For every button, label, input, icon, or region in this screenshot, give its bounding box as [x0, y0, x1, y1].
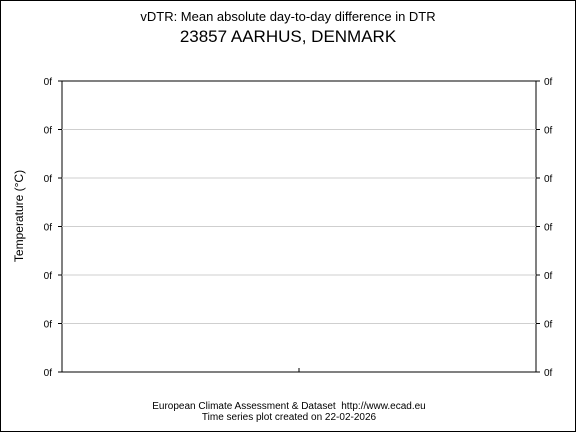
y-tick-label-right: 0f: [544, 174, 553, 185]
y-tick-label-left: 0f: [44, 223, 53, 234]
y-tick-label-left: 0f: [44, 126, 53, 137]
y-axis-left-tick-labels: 0f 0f 0f 0f 0f 0f 0f: [44, 77, 53, 379]
y-tick-label-right: 0f: [544, 320, 553, 331]
y-tick-label-left: 0f: [44, 368, 53, 379]
y-tick-label-right: 0f: [544, 223, 553, 234]
y-tick-label-right: 0f: [544, 368, 553, 379]
chart-title: vDTR: Mean absolute day-to-day differenc…: [140, 9, 436, 24]
y-axis-label: Temperature (°C): [12, 170, 26, 262]
y-tick-label-left: 0f: [44, 271, 53, 282]
y-axis-right-tick-labels: 0f 0f 0f 0f 0f 0f 0f: [544, 77, 553, 379]
gridlines: [62, 129, 536, 324]
y-tick-label-right: 0f: [544, 77, 553, 88]
chart-subtitle: 23857 AARHUS, DENMARK: [179, 27, 397, 46]
y-tick-label-right: 0f: [544, 126, 553, 137]
footer-created: Time series plot created on 22-02-2026: [201, 412, 377, 423]
y-tick-label-right: 0f: [544, 271, 553, 282]
y-tick-label-left: 0f: [44, 174, 53, 185]
footer-source: European Climate Assessment & Dataset ht…: [152, 401, 426, 412]
y-tick-label-left: 0f: [44, 77, 53, 88]
y-tick-label-left: 0f: [44, 320, 53, 331]
axis-ticks: [58, 80, 540, 373]
